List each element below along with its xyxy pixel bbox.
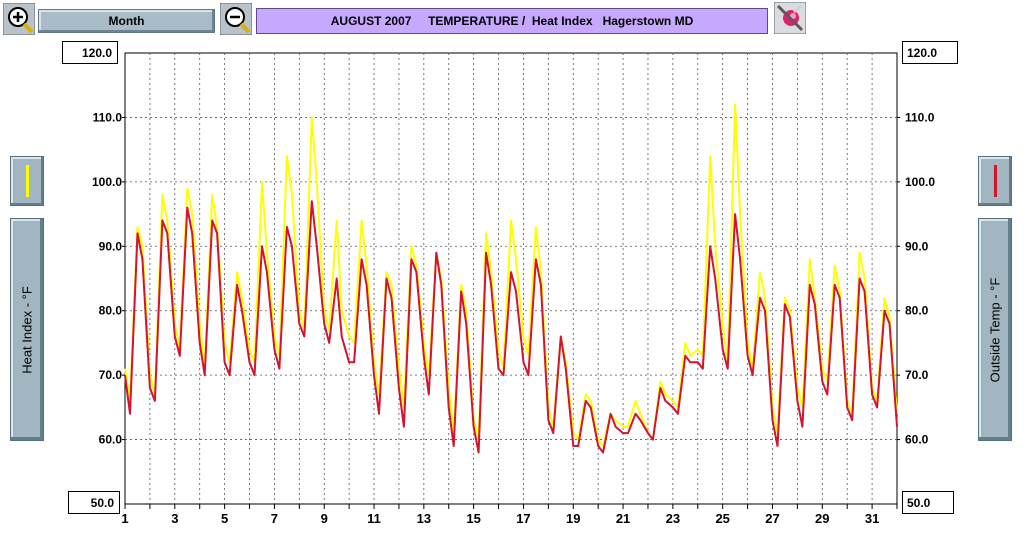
outside-temp-legend-swatch[interactable] xyxy=(978,156,1012,206)
chart-title: AUGUST 2007 TEMPERATURE / Heat Index Hag… xyxy=(256,8,768,34)
y-tick-label-left: 100.0 xyxy=(92,175,122,189)
y-tick-label-left: 80.0 xyxy=(99,304,123,318)
outside-temp-legend-line xyxy=(994,165,997,197)
chart-series xyxy=(124,103,898,454)
y-tick-label-right: 100.0 xyxy=(905,175,935,189)
x-tick-label: 15 xyxy=(466,511,480,526)
x-tick-label: 21 xyxy=(616,511,630,526)
outside-temp-series-line xyxy=(124,200,898,454)
x-tick-label: 9 xyxy=(321,511,328,526)
paint-palette-tool-icon xyxy=(773,1,807,35)
y-tick-label-left: 110.0 xyxy=(93,110,123,124)
x-tick-label: 3 xyxy=(171,511,178,526)
y-tick-label-right: 60.0 xyxy=(905,433,929,447)
right-axis-min-field[interactable]: 50.0 xyxy=(902,491,954,514)
y-tick-label-right: 80.0 xyxy=(905,304,929,318)
period-label: Month xyxy=(108,14,145,28)
x-tick-label: 19 xyxy=(566,511,580,526)
x-tick-label: 25 xyxy=(715,511,729,526)
x-tick-label: 13 xyxy=(417,511,431,526)
x-tick-label: 11 xyxy=(367,511,381,526)
x-tick-label: 17 xyxy=(516,511,530,526)
left-axis-max-value: 120.0 xyxy=(81,45,112,60)
chart-title-text: AUGUST 2007 TEMPERATURE / Heat Index Hag… xyxy=(330,14,694,28)
chart-ticks: 60.0 70.0 80.0 90.0 100.0 110.0 60.0 70.0 80.0 90… xyxy=(92,110,935,526)
x-tick-label: 27 xyxy=(765,511,779,526)
y-tick-label-right: 70.0 xyxy=(905,368,929,382)
x-tick-label: 23 xyxy=(666,511,680,526)
heat-index-legend-line xyxy=(26,165,29,197)
period-selector[interactable]: Month xyxy=(38,9,215,33)
left-axis-max-field[interactable]: 120.0 xyxy=(62,41,118,64)
y-tick-label-left: 70.0 xyxy=(99,368,123,382)
x-tick-label: 1 xyxy=(121,511,128,526)
right-axis-title-panel: Outside Temp - °F xyxy=(978,218,1012,441)
zoom-in-button[interactable] xyxy=(3,3,35,35)
zoom-out-icon xyxy=(220,3,252,35)
x-tick-label: 31 xyxy=(865,511,879,526)
y-tick-label-right: 110.0 xyxy=(905,110,935,124)
left-axis-min-value: 50.0 xyxy=(90,495,114,510)
left-axis-title-panel: Heat Index - °F xyxy=(10,218,44,441)
color-tool-button[interactable] xyxy=(773,1,807,35)
zoom-out-button[interactable] xyxy=(220,3,252,35)
right-axis-max-value: 120.0 xyxy=(907,45,938,60)
x-tick-label: 7 xyxy=(271,511,278,526)
right-axis-min-value: 50.0 xyxy=(907,495,931,510)
y-tick-label-left: 60.0 xyxy=(99,433,123,447)
left-axis-min-field[interactable]: 50.0 xyxy=(68,491,120,514)
zoom-in-icon xyxy=(3,3,35,35)
x-tick-label: 29 xyxy=(815,511,829,526)
x-tick-label: 5 xyxy=(221,511,228,526)
heat-index-legend-swatch[interactable] xyxy=(10,156,44,206)
y-tick-label-right: 90.0 xyxy=(905,239,929,253)
right-axis-max-field[interactable]: 120.0 xyxy=(902,41,958,64)
y-tick-label-left: 90.0 xyxy=(99,239,123,253)
